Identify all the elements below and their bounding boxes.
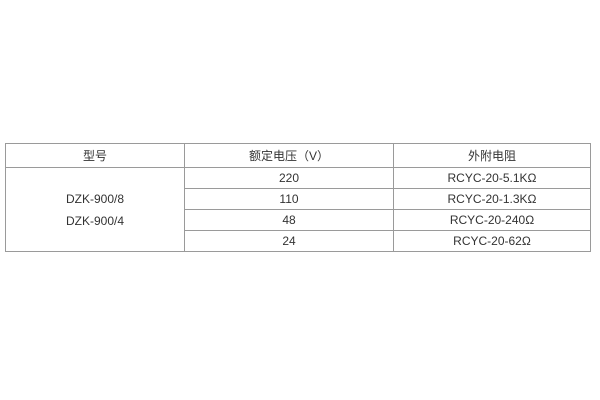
table-row: DZK-900/8 DZK-900/4 220 RCYC-20-5.1KΩ: [5, 167, 591, 252]
spec-table: 型号 额定电压（V） 外附电阻 DZK-900/8 DZK-900/4 220 …: [5, 143, 591, 252]
table-row: 24 RCYC-20-62Ω: [6, 230, 591, 252]
voltage-cell: 220: [184, 167, 394, 189]
model-line: DZK-900/8: [65, 191, 125, 206]
voltage-cell: 24: [184, 230, 394, 252]
model-line: DZK-900/4: [65, 213, 125, 228]
resistor-cell: RCYC-20-5.1KΩ: [393, 167, 591, 189]
voltage-cell: 110: [184, 188, 394, 210]
header-rated-voltage: 额定电压（V）: [184, 143, 394, 168]
header-model: 型号: [5, 143, 185, 168]
header-external-resistor: 外附电阻: [393, 143, 591, 168]
voltage-cell: 48: [184, 209, 394, 231]
spec-table-container: 型号 额定电压（V） 外附电阻 DZK-900/8 DZK-900/4 220 …: [5, 143, 591, 252]
resistor-cell: RCYC-20-1.3KΩ: [393, 188, 591, 210]
resistor-cell: RCYC-20-240Ω: [393, 209, 591, 231]
resistor-cell: RCYC-20-62Ω: [393, 230, 591, 252]
model-cell: DZK-900/8 DZK-900/4: [5, 167, 185, 252]
table-header-row: 型号 额定电压（V） 外附电阻: [5, 143, 591, 168]
